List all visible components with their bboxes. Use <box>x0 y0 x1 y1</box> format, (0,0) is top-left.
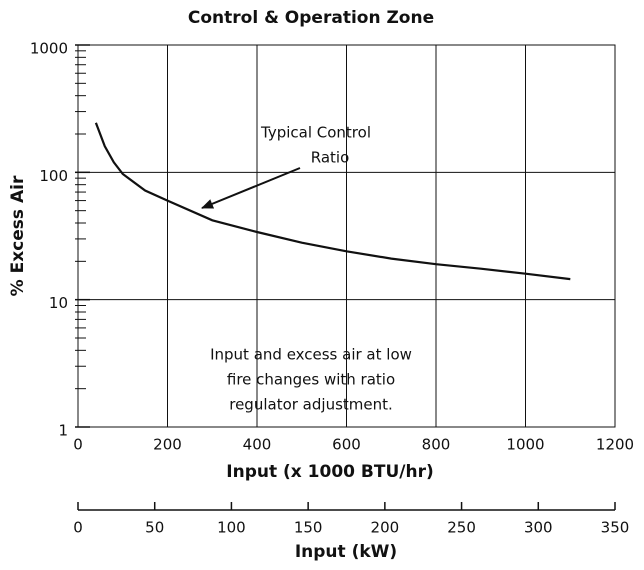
annotation: Ratio <box>311 149 350 167</box>
y-tick-label: 1000 <box>30 40 68 58</box>
x-tick-label: 1000 <box>506 436 544 454</box>
x-axis-label: Input (x 1000 BTU/hr) <box>226 462 433 482</box>
y-axis-label: % Excess Air <box>8 175 28 296</box>
x-tick-label: 800 <box>422 436 451 454</box>
x2-tick-label: 150 <box>294 519 323 537</box>
line-series <box>94 122 571 281</box>
y-tick-label: 1 <box>58 422 68 440</box>
x-tick-label: 0 <box>73 436 83 454</box>
annotation: regulator adjustment. <box>229 396 393 414</box>
annotation: Typical Control <box>260 124 371 142</box>
x-tick-label: 200 <box>153 436 182 454</box>
x2-tick-label: 300 <box>524 519 553 537</box>
x2-tick-label: 250 <box>447 519 476 537</box>
x-tick-label: 1200 <box>596 436 634 454</box>
chart-title: Control & Operation Zone <box>188 8 434 28</box>
x2-tick-label: 200 <box>371 519 400 537</box>
x2-tick-label: 350 <box>601 519 630 537</box>
y-tick-label: 10 <box>49 294 68 312</box>
x2-tick-label: 0 <box>73 519 83 537</box>
annotation: Input and excess air at low <box>210 346 412 364</box>
x-tick-label: 600 <box>332 436 361 454</box>
annotation-arrow <box>201 167 301 209</box>
annotation: fire changes with ratio <box>227 371 395 389</box>
x-tick-label: 400 <box>243 436 272 454</box>
x2-tick-label: 50 <box>145 519 164 537</box>
x2-axis-label: Input (kW) <box>295 542 397 562</box>
x2-tick-label: 100 <box>217 519 246 537</box>
y-tick-label: 100 <box>39 167 68 185</box>
